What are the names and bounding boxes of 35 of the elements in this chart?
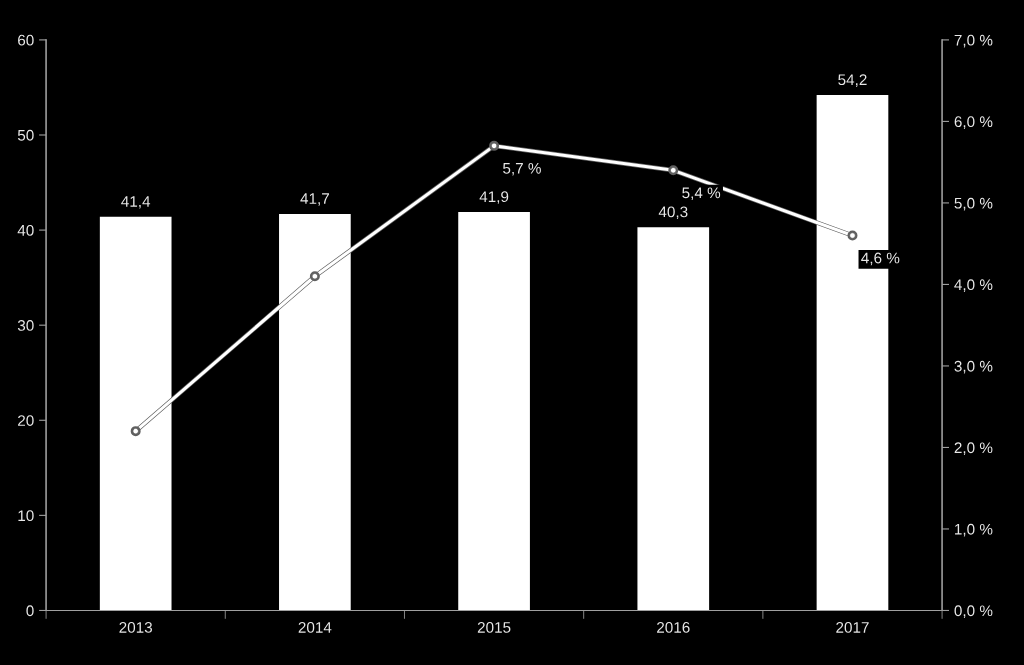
bar bbox=[458, 212, 530, 611]
data-label: 5,7 % bbox=[503, 163, 541, 176]
x-tick-label: 2015 bbox=[477, 621, 511, 633]
data-label: 4,6 % bbox=[861, 252, 900, 266]
point bbox=[130, 426, 141, 437]
x-tick-label: 2013 bbox=[119, 621, 152, 633]
x-tick-label: 2016 bbox=[657, 621, 690, 633]
y-tick-label: 0 bbox=[26, 605, 34, 617]
point bbox=[309, 271, 320, 282]
y2-tick-label: 7,0 % bbox=[954, 34, 993, 48]
y-tick-label: 10 bbox=[18, 510, 34, 522]
y2-tick-label: 2,0 % bbox=[954, 442, 993, 455]
y2-tick-label: 6,0 % bbox=[954, 116, 993, 129]
y2-tick-label: 3,0 % bbox=[954, 360, 993, 374]
point bbox=[847, 230, 858, 241]
point bbox=[489, 140, 500, 151]
bar bbox=[637, 227, 710, 611]
y-tick-label: 50 bbox=[17, 129, 34, 141]
data-label: 41,9 bbox=[479, 191, 509, 204]
x-tick-label: 2014 bbox=[298, 621, 332, 633]
y-tick-label: 60 bbox=[18, 34, 34, 46]
data-label: 41,4 bbox=[121, 196, 151, 209]
data-label: 54,2 bbox=[838, 74, 867, 87]
y2-tick-label: 5,0 % bbox=[954, 197, 993, 211]
data-label: 5,4 % bbox=[682, 187, 721, 201]
x-tick-label: 2017 bbox=[836, 621, 869, 633]
data-label: 41,7 bbox=[300, 193, 329, 206]
y-tick-label: 30 bbox=[17, 320, 34, 331]
y2-tick-label: 4,0 % bbox=[954, 279, 993, 292]
data-label: 40,3 bbox=[658, 206, 688, 220]
point bbox=[668, 165, 679, 176]
y2-tick-label: 0,0 % bbox=[954, 605, 993, 618]
y2-tick-label: 1,0 % bbox=[955, 523, 993, 537]
y-tick-label: 20 bbox=[18, 415, 34, 426]
y-tick-label: 40 bbox=[17, 224, 34, 236]
